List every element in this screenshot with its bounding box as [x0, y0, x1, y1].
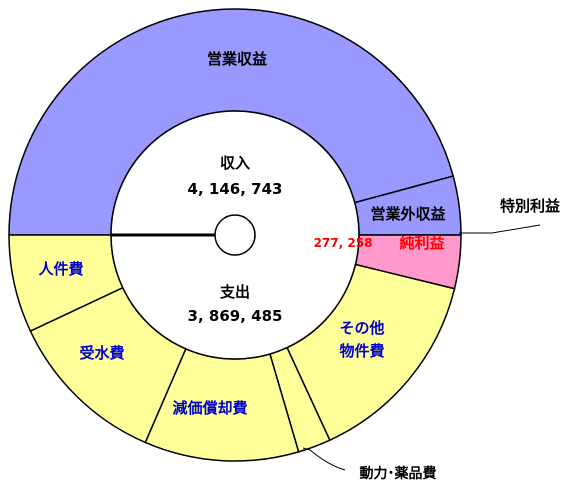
expense-total: 3, 869, 485: [188, 307, 283, 325]
callout-power-chemical: 動力･薬品費: [360, 465, 437, 482]
label-other-expense-line2: 物件費: [339, 342, 384, 360]
chart-center: 収入 4, 146, 743 支出 3, 869, 485: [110, 110, 360, 360]
income-total: 4, 146, 743: [188, 180, 283, 198]
callout-line-extraordinary: [459, 224, 541, 234]
callout-extraordinary-profit: 特別利益: [500, 197, 560, 215]
label-net-profit-value: 277, 258: [314, 236, 373, 250]
expense-title: 支出: [219, 283, 250, 301]
income-title: 収入: [220, 154, 250, 172]
center-circle: [214, 214, 256, 256]
label-personnel: 人件費: [38, 260, 83, 278]
label-operating-revenue: 営業収益: [207, 50, 267, 68]
label-depreciation: 減価償却費: [172, 399, 247, 417]
label-net-profit: 純利益: [399, 234, 444, 252]
label-other-expense-line1: その他: [339, 319, 384, 337]
label-purchased-water: 受水費: [79, 344, 124, 362]
chart-labels: 営業収益 営業外収益 277, 258 純利益 その他 物件費 減価償却費 受水…: [38, 50, 560, 482]
chart-sectors: [8, 8, 462, 462]
label-non-operating-revenue: 営業外収益: [370, 205, 445, 223]
callout-line-power: [302, 447, 346, 471]
